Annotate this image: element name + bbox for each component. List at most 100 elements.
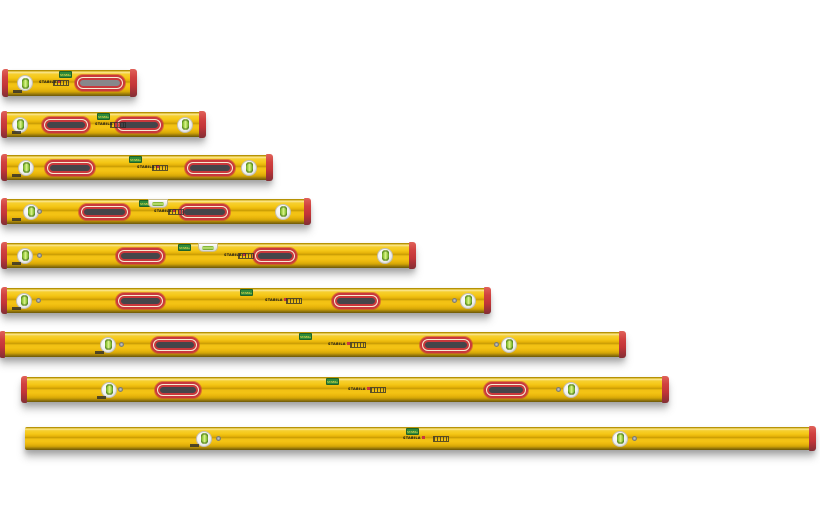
spec-marking [53, 80, 69, 86]
size-stamp [12, 174, 21, 177]
vial-bubble [27, 206, 35, 217]
hang-hole [37, 209, 42, 214]
circular-vial [17, 75, 33, 91]
end-cap-right [662, 376, 669, 403]
circular-vial [16, 292, 32, 309]
end-cap-left [1, 287, 7, 314]
level-2: STABILA STABILA [1, 111, 206, 138]
vial-bubble [200, 433, 208, 444]
grip-opening [78, 78, 122, 88]
vial-bubble [21, 250, 29, 261]
hang-hole [36, 298, 41, 303]
grip-handle [155, 381, 201, 398]
circular-vial [563, 381, 579, 398]
brand-tag: STABILA [178, 243, 191, 251]
end-cap-left [1, 111, 7, 138]
size-stamp [12, 307, 21, 310]
grip-handle [253, 247, 297, 264]
grip-handle [332, 292, 380, 309]
spec-marking [152, 164, 168, 171]
hang-hole [632, 436, 637, 441]
grip-opening [256, 250, 294, 261]
vial-bubble [567, 384, 575, 395]
end-cap-right [409, 242, 416, 269]
brand-tag: STABILA [326, 377, 339, 385]
circular-vial [460, 292, 476, 309]
grip-handle [42, 116, 90, 133]
circular-vial [17, 247, 33, 264]
grip-opening [158, 384, 198, 395]
size-stamp [12, 131, 21, 134]
horizontal-vial [198, 243, 218, 252]
vial-bubble [279, 206, 287, 217]
vial-bubble [381, 250, 389, 261]
spec-marking [370, 386, 386, 393]
circular-vial [18, 159, 34, 176]
vial-bubble [505, 339, 513, 350]
level-8: STABILA STABILA [21, 376, 669, 403]
hang-hole [494, 342, 499, 347]
circular-vial [100, 336, 116, 353]
horizontal-vial-bubble [152, 202, 164, 206]
grip-opening [154, 339, 196, 350]
grip-handle [79, 203, 130, 220]
brand-wordmark: STABILA [224, 253, 246, 258]
brand-wordmark: STABILA [95, 122, 117, 127]
size-stamp [95, 351, 104, 354]
end-cap-right [130, 69, 137, 97]
circular-vial [501, 336, 517, 353]
vial-bubble [105, 384, 113, 395]
end-cap-left [0, 331, 5, 358]
grip-opening [48, 162, 92, 173]
brand-wordmark: STABILA [265, 298, 287, 303]
level-6: STABILA STABILA [1, 287, 491, 314]
hang-hole [37, 253, 42, 258]
end-cap-right [619, 331, 626, 358]
grip-handle [116, 292, 165, 309]
size-stamp [97, 396, 106, 399]
grip-opening [423, 339, 469, 350]
brand-wordmark: STABILA [39, 80, 61, 85]
brand-tag: STABILA [406, 427, 419, 435]
circular-vial [101, 381, 117, 398]
grip-opening [82, 206, 127, 217]
brand-tag: STABILA [240, 288, 253, 296]
size-stamp [12, 262, 21, 265]
hang-hole [452, 298, 457, 303]
hang-hole [118, 387, 123, 392]
grip-handle [420, 336, 472, 353]
hang-hole [556, 387, 561, 392]
grip-handle [116, 247, 165, 264]
brand-tag: STABILA [129, 155, 142, 163]
grip-opening [45, 119, 87, 130]
grip-handle [75, 75, 125, 91]
vial-bubble [464, 295, 472, 306]
brand-wordmark: STABILA [154, 209, 176, 214]
brand-tag: STABILA [299, 332, 312, 340]
brand-wordmark: STABILA [328, 342, 350, 347]
brand-wordmark: STABILA [348, 387, 370, 392]
level-4: STABILA STABILA [1, 198, 311, 225]
grip-opening [335, 295, 377, 306]
brand-tag: STABILA [59, 70, 72, 78]
spec-marking [238, 252, 254, 259]
grip-opening [119, 295, 162, 306]
end-cap-right [484, 287, 491, 314]
size-stamp [12, 218, 21, 221]
spec-marking [168, 208, 184, 215]
circular-vial [196, 430, 212, 447]
grip-handle [151, 336, 199, 353]
vial-bubble [616, 433, 624, 444]
circular-vial [612, 430, 628, 447]
spec-marking [433, 435, 449, 442]
horizontal-vial [148, 199, 168, 208]
vial-bubble [16, 119, 24, 130]
circular-vial [377, 247, 393, 264]
grip-opening [487, 384, 525, 395]
circular-vial [241, 159, 257, 176]
level-1: STABILA STABILA [2, 69, 137, 97]
spec-marking [350, 341, 366, 348]
end-cap-left [2, 69, 8, 97]
grip-handle [179, 203, 230, 220]
vial-bubble [181, 119, 189, 130]
